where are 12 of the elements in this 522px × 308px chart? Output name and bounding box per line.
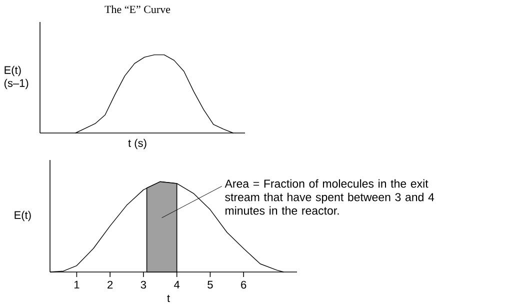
chart-title: The “E” Curve	[104, 5, 170, 14]
x-tick-label: 6	[241, 280, 246, 289]
y-axis-title: E(t) (s–1)	[4, 66, 28, 90]
x-axis-title: t	[167, 294, 170, 302]
x-tick-label: 4	[174, 280, 180, 288]
x-tick-label: 1	[74, 280, 80, 288]
annotation: Area = Fraction of molecules in the exit stream that have spent between 3 and 4 minutes in the reactor.	[224, 179, 434, 215]
x-tick-label: 5	[208, 280, 213, 289]
x-tick-label: 3	[140, 280, 146, 289]
x-axis-title: t (s)	[128, 138, 146, 150]
y-axis-title: E(t)	[14, 210, 31, 222]
x-tick-label: 2	[108, 280, 113, 289]
